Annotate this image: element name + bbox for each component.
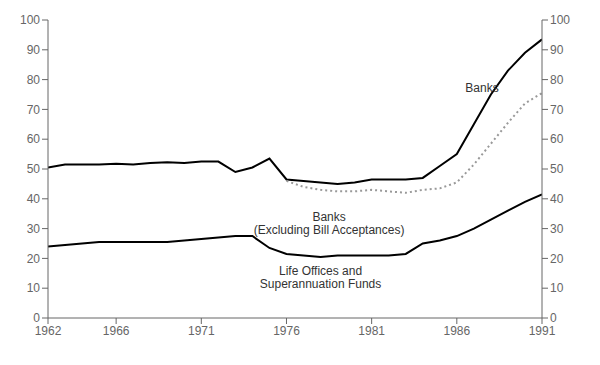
svg-text:0: 0 xyxy=(550,311,557,325)
svg-text:Banks(Excluding Bill Acceptanc: Banks(Excluding Bill Acceptances) xyxy=(254,210,405,237)
svg-text:30: 30 xyxy=(27,222,41,236)
svg-text:20: 20 xyxy=(27,252,41,266)
svg-text:1962: 1962 xyxy=(35,324,62,338)
svg-text:1981: 1981 xyxy=(358,324,385,338)
svg-text:1991: 1991 xyxy=(529,324,556,338)
svg-text:80: 80 xyxy=(27,73,41,87)
svg-text:100: 100 xyxy=(550,13,570,27)
svg-text:30: 30 xyxy=(550,222,564,236)
svg-text:60: 60 xyxy=(550,132,564,146)
svg-text:40: 40 xyxy=(550,192,564,206)
svg-text:90: 90 xyxy=(550,43,564,57)
svg-text:Banks: Banks xyxy=(465,81,498,95)
svg-text:60: 60 xyxy=(27,132,41,146)
svg-text:50: 50 xyxy=(27,162,41,176)
svg-text:80: 80 xyxy=(550,73,564,87)
svg-text:10: 10 xyxy=(550,281,564,295)
svg-text:10: 10 xyxy=(27,281,41,295)
svg-text:0: 0 xyxy=(33,311,40,325)
svg-text:1976: 1976 xyxy=(273,324,300,338)
svg-text:40: 40 xyxy=(27,192,41,206)
svg-text:50: 50 xyxy=(550,162,564,176)
svg-text:1966: 1966 xyxy=(103,324,130,338)
svg-text:Life Offices andSuperannuation: Life Offices andSuperannuation Funds xyxy=(260,264,381,291)
svg-text:70: 70 xyxy=(550,103,564,117)
svg-text:1971: 1971 xyxy=(188,324,215,338)
svg-text:20: 20 xyxy=(550,252,564,266)
svg-text:90: 90 xyxy=(27,43,41,57)
svg-text:100: 100 xyxy=(20,13,40,27)
svg-text:70: 70 xyxy=(27,103,41,117)
svg-text:1986: 1986 xyxy=(443,324,470,338)
